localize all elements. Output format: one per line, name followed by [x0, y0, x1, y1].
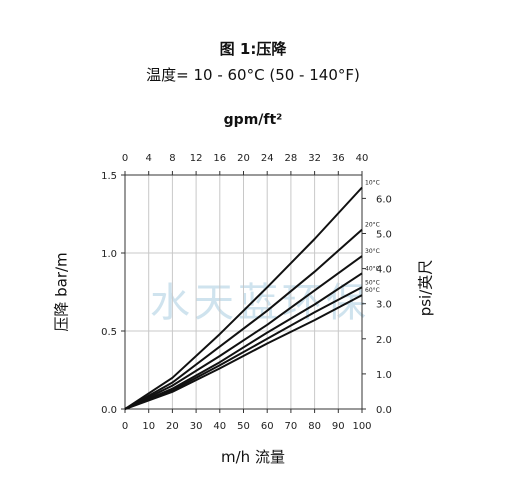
y2-tick-label: 4.0: [376, 265, 392, 276]
x-axis-label: m/h 流量: [221, 448, 285, 466]
x-tick-label: 60: [261, 421, 274, 432]
chart-title: 图 1:压降: [219, 40, 287, 58]
y2-tick-label: 2.0: [376, 335, 392, 346]
series-line: [124, 294, 363, 410]
y2-tick-label: 0.0: [376, 405, 392, 416]
y2-tick-label: 6.0: [376, 194, 392, 205]
series-line: [124, 286, 363, 410]
series-label: 20°C: [365, 222, 380, 229]
chart-subtitle: 温度= 10 - 60°C (50 - 140°F): [146, 66, 360, 84]
series-line: [124, 186, 363, 410]
x-tick-label: 30: [190, 421, 203, 432]
x2-tick-label: 4: [146, 153, 152, 164]
y2-tick-label: 3.0: [376, 300, 392, 311]
x2-tick-label: 32: [308, 153, 321, 164]
x-tick-label: 100: [352, 421, 371, 432]
series-label: 40°C: [365, 265, 380, 272]
series-line: [124, 228, 363, 410]
y2-tick-label: 1.0: [376, 370, 392, 381]
x2-tick-label: 36: [332, 153, 345, 164]
x-tick-label: 80: [308, 421, 321, 432]
y-tick-label: 0.0: [101, 405, 117, 416]
x2-tick-label: 0: [122, 153, 128, 164]
x-tick-label: 70: [285, 421, 298, 432]
x2-tick-label: 24: [261, 153, 274, 164]
series-label: 60°C: [365, 287, 380, 294]
x2-tick-label: 8: [169, 153, 175, 164]
y2-tick-label: 5.0: [376, 230, 392, 241]
x2-tick-label: 16: [213, 153, 226, 164]
x2-tick-label: 12: [190, 153, 203, 164]
x2-tick-label: 40: [356, 153, 369, 164]
series-label: 10°C: [365, 179, 380, 186]
plot-frame: [124, 174, 363, 410]
x-tick-label: 10: [142, 421, 155, 432]
y-tick-label: 0.5: [101, 327, 117, 338]
x2-tick-label: 20: [237, 153, 250, 164]
x2-tick-label: 28: [285, 153, 298, 164]
series-line: [124, 255, 363, 410]
x-tick-label: 50: [237, 421, 250, 432]
x-tick-label: 20: [166, 421, 179, 432]
series-label: 50°C: [365, 279, 380, 286]
y-tick-label: 1.0: [101, 249, 117, 260]
x-tick-label: 90: [332, 421, 345, 432]
x-tick-label: 0: [122, 421, 128, 432]
top-axis-label: gpm/ft²: [223, 112, 283, 128]
series-label: 30°C: [365, 248, 380, 255]
x-tick-label: 40: [213, 421, 226, 432]
y-tick-label: 1.5: [101, 171, 117, 182]
series-line: [124, 272, 363, 410]
